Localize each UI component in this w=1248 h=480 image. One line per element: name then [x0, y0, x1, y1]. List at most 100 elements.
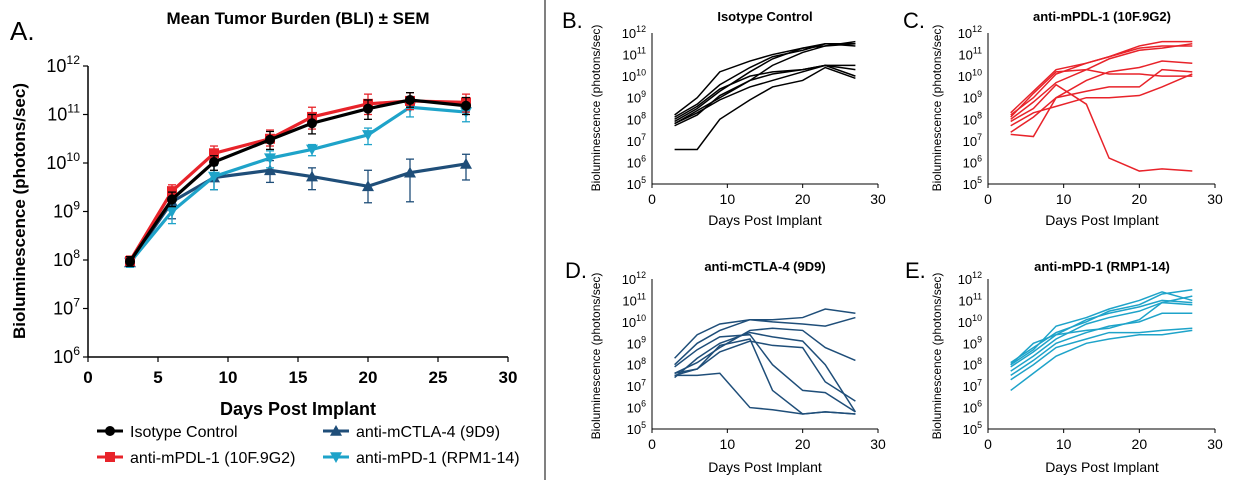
data-point: [125, 256, 135, 267]
y-tick-label: 106: [53, 344, 80, 367]
y-tick-label: 107: [627, 377, 646, 394]
x-axis-label-d: Days Post Implant: [708, 459, 822, 475]
plot-c: 0 10 20 30 105 106 107 108 109 1010 1011 1012: [958, 24, 1223, 207]
mouse-trace: [674, 66, 856, 151]
y-tick-label: 1010: [958, 67, 982, 84]
y-tick-label: 1012: [46, 53, 80, 76]
data-point: [404, 166, 416, 178]
y-tick-label: 109: [963, 89, 982, 106]
x-tick-label: 0: [984, 191, 992, 207]
data-point: [209, 148, 219, 159]
x-tick-label: 20: [1132, 436, 1148, 452]
y-axis-label-e: Bioluminescence (photons/sec): [930, 273, 944, 440]
chart-title-d: anti-mCTLA-4 (9D9): [704, 259, 825, 274]
y-tick-label: 105: [627, 175, 646, 192]
x-axis-label-b: Days Post Implant: [708, 212, 822, 228]
y-tick-label: 105: [963, 420, 982, 437]
y-tick-label: 108: [627, 110, 646, 127]
legend-swatch-marker: [105, 426, 115, 436]
data-point: [461, 100, 471, 111]
legend-entry: anti-mPD-1 (RPM1-14): [323, 450, 520, 467]
y-axis-label-d: Bioluminescence (photons/sec): [589, 273, 603, 440]
y-tick-label: 108: [627, 356, 646, 373]
x-tick-label: 20: [795, 436, 811, 452]
mouse-trace: [674, 316, 856, 366]
mouse-trace: [1010, 68, 1193, 133]
y-tick-label: 106: [963, 399, 982, 416]
x-tick-label: 10: [720, 191, 736, 207]
x-tick-label: 0: [648, 436, 656, 452]
mouse-trace: [1010, 299, 1193, 368]
y-tick-label: 109: [53, 198, 80, 221]
series-anti-mctla-4-9d9-: [124, 153, 472, 268]
x-tick-label: 30: [870, 436, 886, 452]
y-tick-label: 1011: [47, 101, 80, 124]
mouse-trace: [674, 43, 856, 116]
data-point: [363, 103, 373, 114]
panel-a: A. Mean Tumor Burden (BLI) ± SEM Biolumi…: [10, 9, 520, 467]
y-tick-label: 109: [627, 334, 646, 351]
y-tick-label: 107: [963, 377, 982, 394]
chart-title-c: anti-mPDL-1 (10F.9G2): [1033, 9, 1171, 24]
y-tick-label: 106: [963, 154, 982, 171]
mouse-trace: [674, 64, 856, 125]
mouse-trace: [674, 327, 856, 374]
data-point: [405, 94, 415, 105]
panel-c: C. anti-mPDL-1 (10F.9G2) Bioluminescence…: [903, 8, 1223, 228]
plot-b: 0 10 20 30 105 106 107 108 109 1010 1011 1012: [622, 24, 886, 207]
data-point: [306, 144, 318, 156]
data-point: [264, 153, 276, 165]
y-tick-label: 106: [627, 399, 646, 416]
mouse-trace: [674, 338, 856, 415]
x-ticks-a: 0 5 10 15 20 25 30: [83, 357, 517, 387]
y-tick-label: 1010: [46, 150, 80, 173]
x-tick-label: 10: [720, 436, 736, 452]
x-tick-label: 10: [219, 368, 238, 387]
data-point: [167, 194, 177, 205]
legend-a: Isotype Control anti-mCTLA-4 (9D9) anti-mP…: [97, 424, 520, 467]
chart-title-e: anti-mPD-1 (RMP1-14): [1034, 259, 1170, 274]
x-tick-label: 30: [1207, 191, 1223, 207]
data-point: [264, 164, 276, 176]
x-tick-label: 15: [289, 368, 308, 387]
chart-title-a: Mean Tumor Burden (BLI) ± SEM: [166, 9, 429, 28]
y-tick-label: 1011: [622, 292, 646, 309]
y-tick-label: 105: [963, 175, 982, 192]
data-point: [306, 170, 318, 182]
data-point: [167, 186, 177, 197]
mouse-trace: [674, 64, 856, 120]
y-tick-label: 1010: [958, 313, 982, 330]
series-isotype-control: [125, 92, 471, 267]
data-point: [209, 157, 219, 168]
panel-b: B. Isotype Control Bioluminescence (phot…: [562, 8, 886, 228]
x-tick-label: 20: [1132, 191, 1148, 207]
legend-label: Isotype Control: [130, 424, 238, 441]
mouse-trace: [674, 43, 856, 118]
panel-label-c: C.: [903, 8, 925, 33]
panel-e: E. anti-mPD-1 (RMP1-14) Bioluminescence …: [905, 258, 1223, 475]
y-tick-label: 108: [963, 356, 982, 373]
mouse-trace: [1010, 43, 1193, 120]
legend-entry: Isotype Control: [97, 424, 238, 441]
mouse-trace: [1010, 327, 1193, 381]
mouse-trace: [674, 40, 856, 125]
mouse-trace: [1010, 45, 1193, 114]
mouse-trace: [1010, 329, 1193, 392]
panel-label-a: A.: [10, 16, 35, 46]
y-tick-label: 1012: [622, 270, 646, 287]
legend-label: anti-mPDL-1 (10F.9G2): [130, 450, 295, 467]
legend-entry: anti-mCTLA-4 (9D9): [323, 424, 500, 441]
x-tick-label: 0: [984, 436, 992, 452]
x-axis-label-a: Days Post Implant: [220, 399, 376, 419]
y-tick-label: 1010: [622, 67, 646, 84]
series-line: [128, 99, 467, 262]
y-tick-label: 106: [627, 154, 646, 171]
y-tick-label: 1012: [958, 24, 982, 41]
series-line: [128, 162, 467, 264]
x-tick-label: 10: [1056, 436, 1072, 452]
mouse-trace: [1010, 73, 1193, 127]
legend-swatch-marker: [330, 425, 342, 436]
mouse-trace: [1010, 60, 1193, 138]
mouse-trace: [674, 372, 856, 415]
plot-e: 0 10 20 30 105 106 107 108 109 1010 1011 1012: [958, 270, 1223, 452]
